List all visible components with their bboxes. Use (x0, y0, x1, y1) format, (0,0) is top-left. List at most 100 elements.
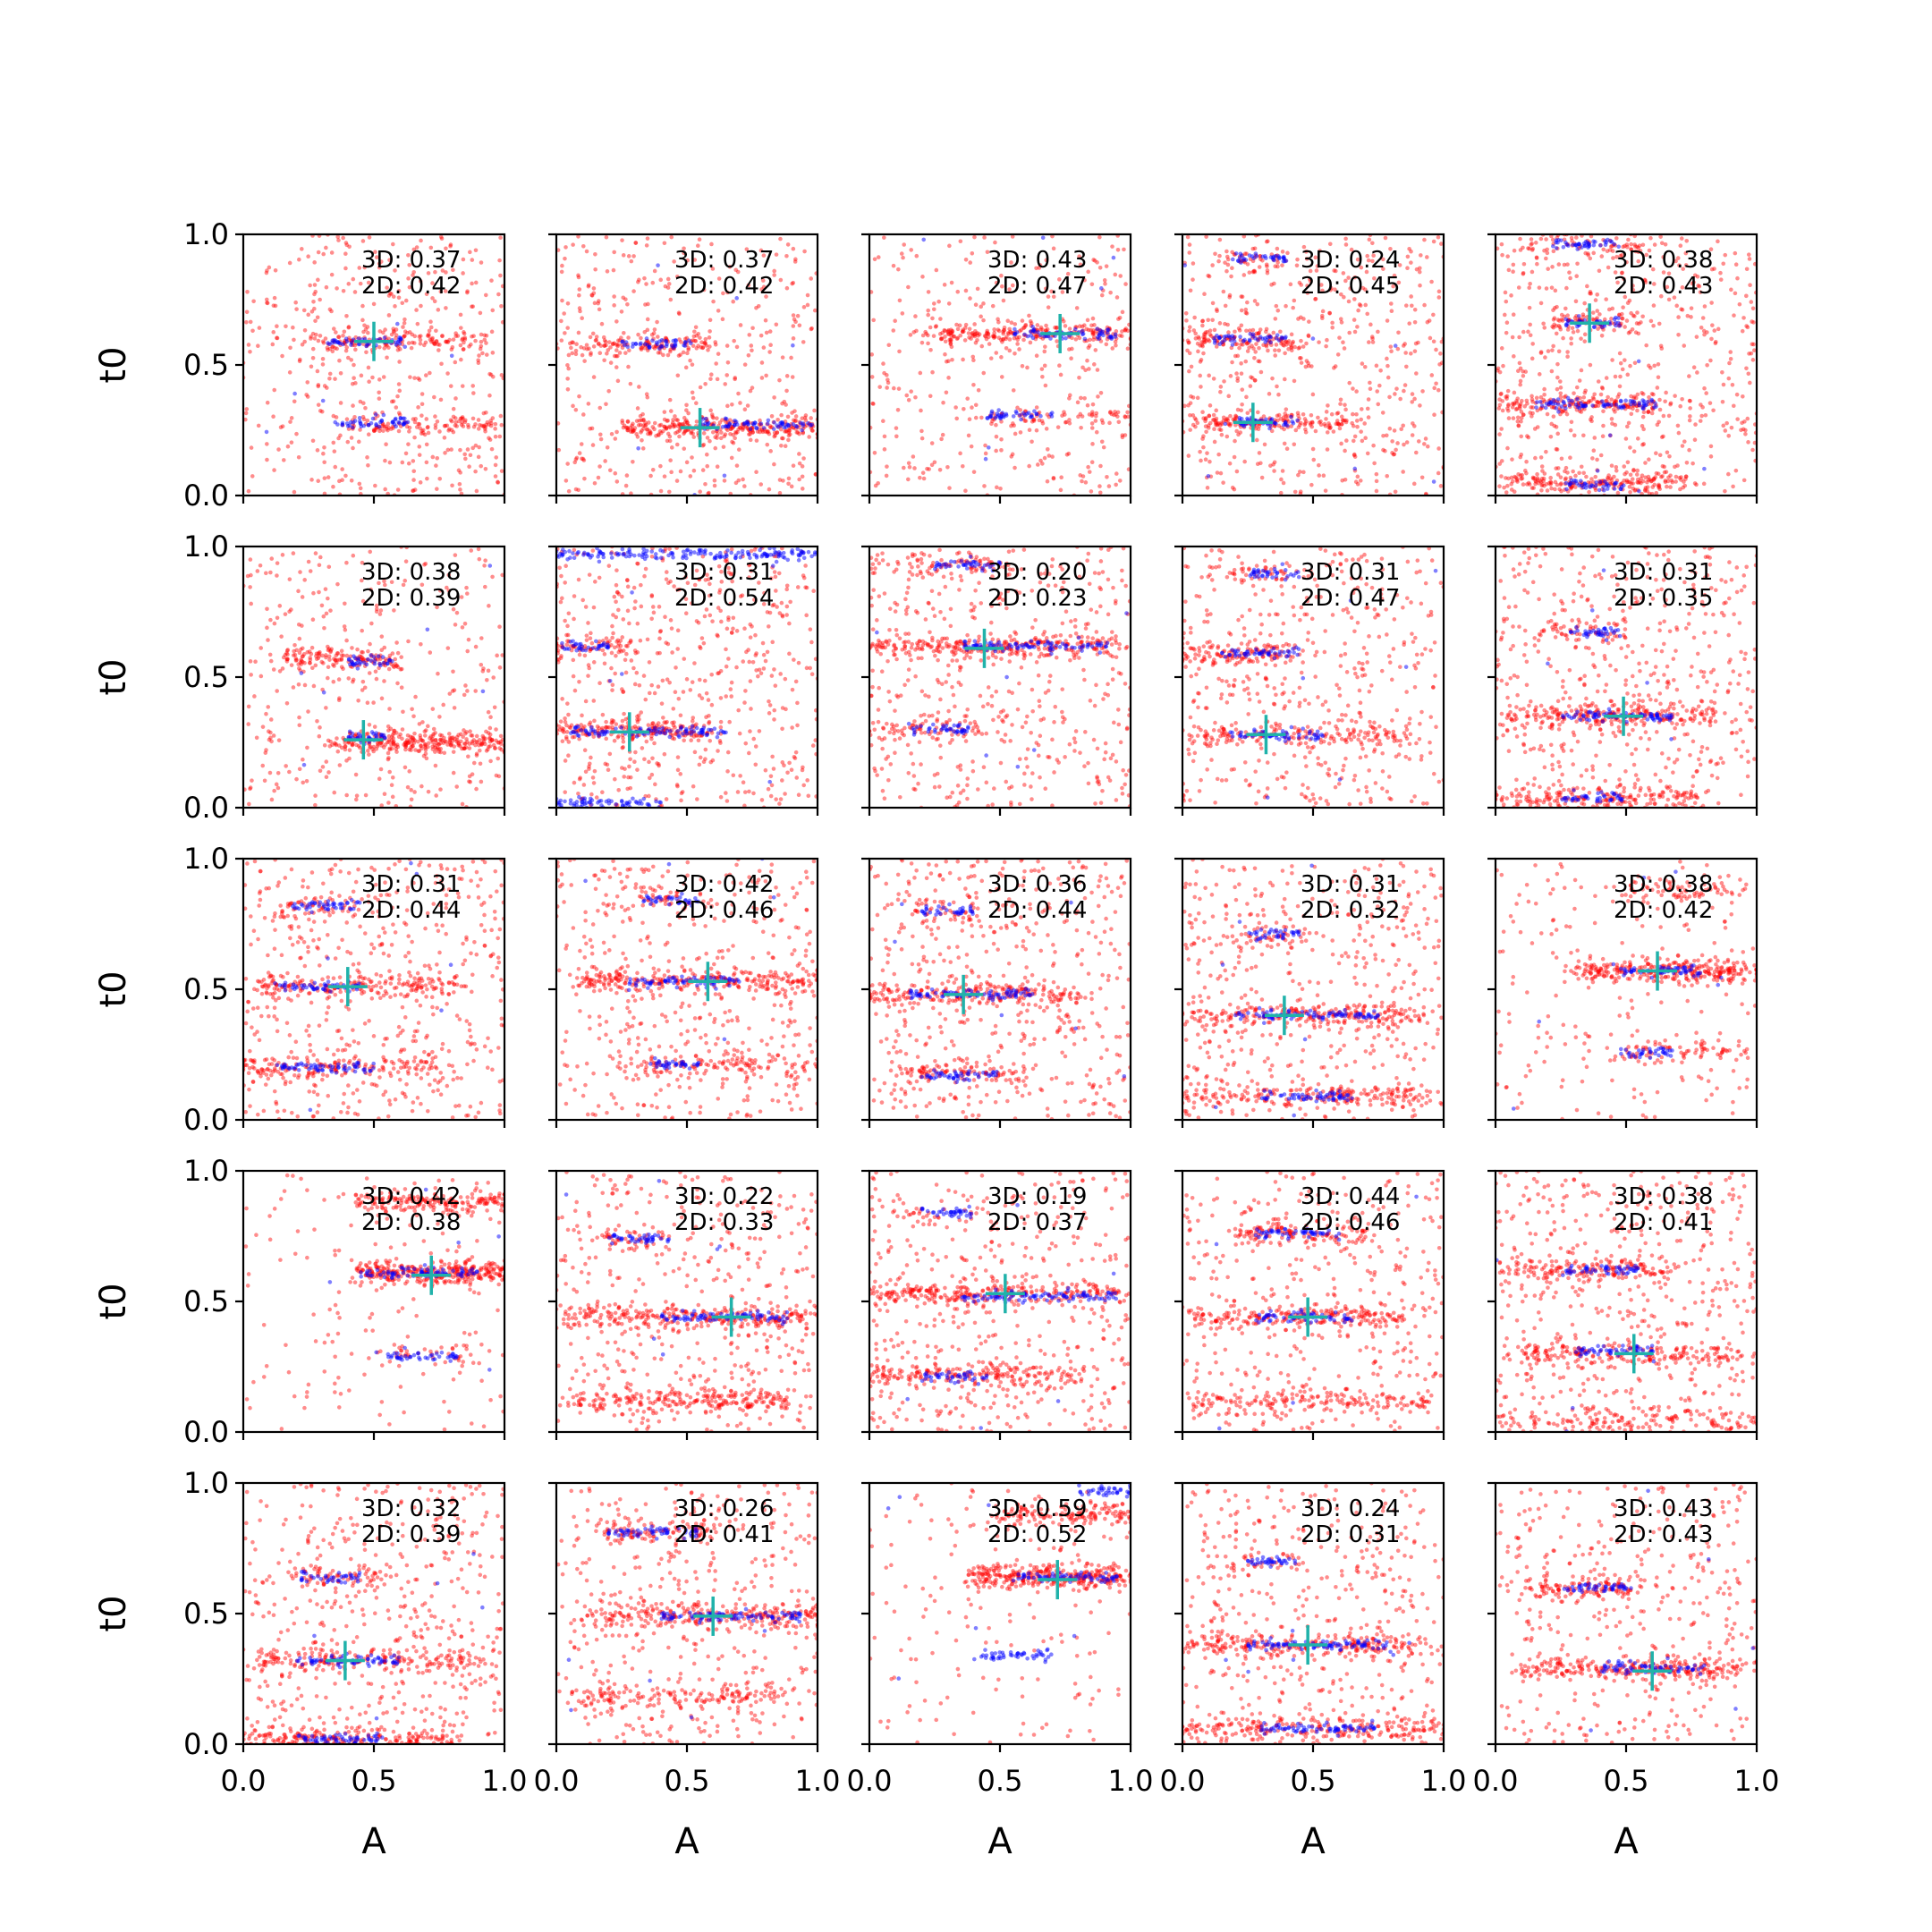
red-point (364, 350, 369, 355)
blue-point (989, 409, 995, 414)
red-point (954, 416, 960, 421)
red-point (643, 422, 648, 428)
red-point (353, 381, 358, 386)
red-point (414, 245, 419, 250)
red-point (1631, 284, 1635, 288)
red-point (612, 341, 617, 346)
red-point (1502, 312, 1507, 318)
red-point (1004, 345, 1009, 351)
red-point (1707, 401, 1713, 405)
red-point (1199, 358, 1204, 362)
red-point (1672, 295, 1677, 300)
red-point (1034, 428, 1039, 433)
red-point (336, 436, 341, 441)
red-point (1425, 319, 1430, 325)
red-point (1208, 403, 1213, 408)
red-point (1202, 336, 1207, 342)
red-point (453, 396, 458, 401)
red-point (641, 417, 646, 422)
red-point (374, 676, 379, 682)
red-point (436, 308, 441, 312)
blue-point (449, 353, 454, 359)
red-point (287, 577, 292, 581)
red-point (294, 776, 299, 782)
red-point (972, 332, 978, 337)
red-point (586, 283, 591, 288)
blue-point (356, 336, 361, 341)
red-point (1239, 308, 1244, 313)
red-point (343, 266, 348, 271)
red-point (626, 335, 631, 340)
red-point (1698, 290, 1703, 294)
red-point (344, 345, 349, 350)
red-point (1015, 342, 1020, 346)
red-point (1735, 417, 1740, 421)
red-point (777, 377, 782, 383)
red-point (483, 428, 487, 434)
red-point (1682, 479, 1686, 484)
red-point (725, 360, 731, 365)
red-point (1087, 470, 1092, 474)
red-point (899, 251, 904, 256)
red-point (933, 325, 938, 329)
red-point (1692, 273, 1698, 278)
red-point (652, 346, 657, 351)
red-point (417, 421, 422, 427)
red-point (1390, 439, 1394, 444)
blue-point (1577, 318, 1581, 323)
blue-point (1289, 414, 1293, 419)
red-point (598, 436, 604, 442)
blue-point (1559, 238, 1563, 243)
red-point (1086, 269, 1090, 275)
red-point (1676, 315, 1681, 319)
red-point (1067, 421, 1072, 426)
red-point (954, 336, 960, 342)
red-point (284, 324, 288, 329)
red-point (1116, 419, 1122, 425)
red-point (1647, 363, 1651, 369)
blue-point (656, 263, 660, 267)
red-point (1623, 325, 1627, 329)
red-point (481, 411, 487, 416)
red-point (414, 308, 419, 312)
red-point (1612, 474, 1616, 479)
red-point (1739, 428, 1743, 433)
red-point (1746, 371, 1751, 377)
red-point (313, 793, 318, 798)
red-point (946, 376, 951, 380)
red-point (1654, 470, 1659, 476)
red-point (1007, 326, 1013, 332)
red-point (1402, 442, 1406, 447)
red-point (1352, 297, 1357, 301)
red-point (564, 245, 568, 250)
red-point (1590, 395, 1596, 400)
red-point (1610, 358, 1614, 362)
red-point (1067, 347, 1072, 352)
red-point (1402, 388, 1406, 394)
red-point (1648, 477, 1652, 482)
red-point (1392, 452, 1397, 457)
red-point (625, 301, 630, 307)
red-point (1090, 316, 1096, 321)
red-point (447, 427, 452, 432)
red-point (1339, 320, 1344, 325)
red-point (1534, 255, 1539, 260)
red-point (914, 253, 919, 258)
blue-point (644, 336, 649, 341)
blue-point (1573, 402, 1579, 407)
red-point (1343, 477, 1348, 482)
red-point (321, 341, 326, 345)
red-point (783, 429, 787, 434)
blue-point (390, 420, 394, 425)
red-point (1372, 461, 1377, 466)
blue-point (1592, 325, 1597, 329)
red-point (1378, 368, 1383, 373)
red-point (615, 343, 621, 347)
red-point (1676, 332, 1681, 337)
red-point (1199, 343, 1205, 348)
red-point (1526, 329, 1530, 335)
red-point (625, 419, 631, 424)
red-point (1530, 475, 1536, 480)
red-point (731, 440, 736, 445)
